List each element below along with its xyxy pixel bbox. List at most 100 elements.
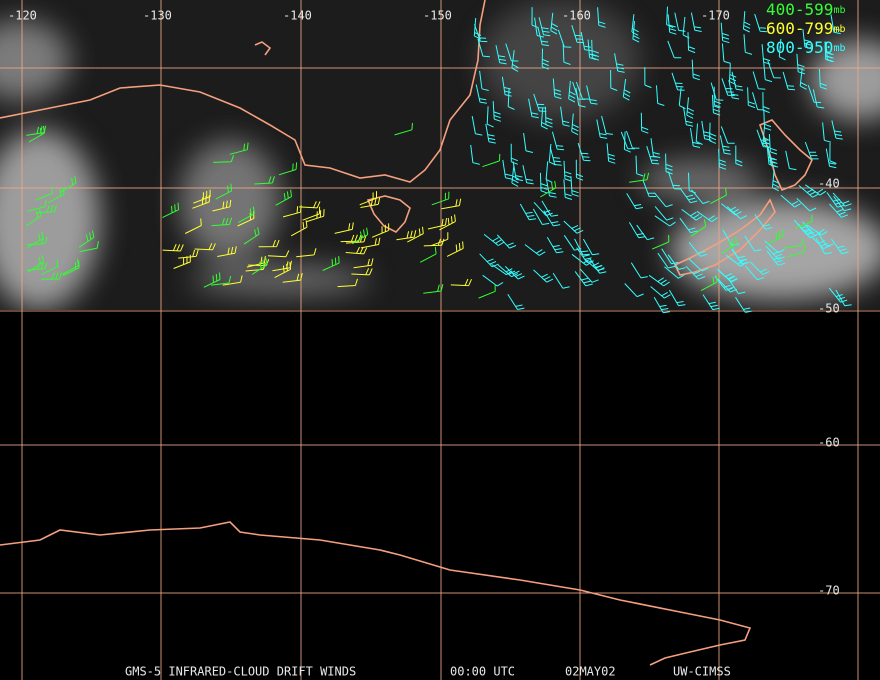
wind-barb — [79, 241, 99, 253]
wind-barb — [483, 234, 505, 246]
wind-barb — [695, 123, 703, 145]
longitude-labels: -120 -130 -140 -150 -160 -170 — [8, 9, 730, 23]
wind-barb — [511, 165, 520, 187]
wind-barb — [767, 147, 779, 168]
wind-barb — [26, 237, 48, 246]
wind-barb — [492, 101, 502, 122]
wind-barb — [62, 258, 79, 275]
latitude-label: -70 — [818, 584, 840, 598]
wind-barb — [482, 153, 501, 168]
wind-barb — [473, 18, 482, 40]
wind-barb — [729, 63, 737, 85]
wind-barb — [596, 119, 608, 139]
wind-barb — [624, 283, 644, 298]
wind-barb — [352, 227, 369, 245]
wind-barb — [812, 89, 825, 109]
wind-barb — [650, 286, 671, 299]
wind-barb — [666, 6, 674, 28]
wind-barb — [710, 188, 727, 205]
wind-barb — [60, 175, 77, 193]
wind-barb — [222, 275, 243, 286]
wind-barb — [656, 85, 665, 106]
wind-barb — [396, 230, 417, 241]
wind-barb — [507, 294, 525, 310]
wind-barb — [557, 29, 572, 48]
wind-barb — [667, 14, 677, 35]
wind-barb — [745, 265, 764, 281]
wind-barb — [682, 16, 690, 39]
wind-barb — [353, 258, 374, 269]
wind-barb — [560, 106, 570, 127]
wind-barb — [446, 241, 464, 257]
wind-barb — [563, 220, 584, 234]
wind-barb — [299, 201, 321, 209]
wind-barb — [620, 131, 635, 150]
wind-barb — [577, 142, 591, 162]
wind-barb — [796, 197, 817, 212]
wind-barb — [194, 243, 216, 251]
wind-barb — [575, 159, 584, 181]
wind-barb — [531, 7, 539, 29]
wind-barb — [450, 278, 472, 287]
wind-barb — [562, 44, 571, 65]
wind-barb — [652, 234, 670, 250]
wind-barb — [687, 32, 696, 54]
latitude-label: -50 — [818, 302, 840, 316]
longitude-label: -120 — [8, 9, 37, 23]
wind-barb — [563, 160, 572, 182]
wind-barb — [471, 116, 483, 136]
wind-barb — [654, 215, 676, 227]
wind-barb — [550, 12, 559, 35]
wind-barb — [622, 78, 631, 101]
wind-barb — [802, 29, 812, 50]
wind-barb — [642, 179, 657, 197]
wind-barb — [766, 250, 785, 266]
wind-barb — [541, 200, 559, 217]
wind-barb — [674, 12, 686, 32]
wind-barb — [606, 143, 616, 164]
wind-barb — [754, 13, 768, 33]
legend-entry: 400-599mb — [766, 0, 845, 19]
wind-barb — [497, 264, 519, 278]
wind-barb — [524, 244, 546, 256]
wind-barb — [470, 144, 480, 165]
wind-barb — [635, 155, 644, 177]
wind-barb — [538, 17, 551, 37]
wind-barb — [597, 7, 606, 28]
wind-barb — [568, 80, 576, 103]
wind-barb — [275, 189, 292, 206]
wind-barb — [78, 230, 95, 248]
wind-barb — [743, 34, 753, 55]
wind-barb — [533, 201, 553, 217]
wind-barb — [563, 235, 582, 251]
wind-barb — [532, 208, 550, 225]
wind-barb — [795, 214, 813, 229]
wind-barb — [537, 26, 549, 47]
wind-barb — [35, 186, 53, 201]
wind-barb — [184, 218, 202, 234]
wind-barb — [306, 209, 325, 223]
wind-barb — [486, 106, 494, 128]
footer-title: GMS-5 INFRARED-CLOUD DRIFT WINDS — [125, 665, 356, 679]
wind-barb — [512, 161, 524, 182]
wind-barb — [371, 223, 390, 238]
wind-barb — [632, 21, 640, 43]
wind-barb — [654, 206, 674, 221]
legend-unit: mb — [833, 43, 845, 54]
wind-barb — [636, 224, 655, 241]
wind-barb — [441, 198, 462, 210]
wind-barb — [818, 68, 828, 90]
wind-barb — [721, 203, 742, 216]
wind-barb — [743, 11, 751, 33]
wind-barb — [546, 237, 564, 254]
wind-barb — [203, 272, 221, 288]
wind-barb — [711, 94, 721, 116]
wind-barb — [778, 38, 786, 61]
wind-barb — [719, 135, 731, 155]
wind-barb — [752, 71, 766, 90]
wind-barb — [212, 199, 232, 212]
wind-barb — [688, 242, 708, 257]
wind-barb — [626, 130, 640, 149]
wind-barb — [690, 219, 707, 237]
wind-barb — [667, 40, 682, 59]
